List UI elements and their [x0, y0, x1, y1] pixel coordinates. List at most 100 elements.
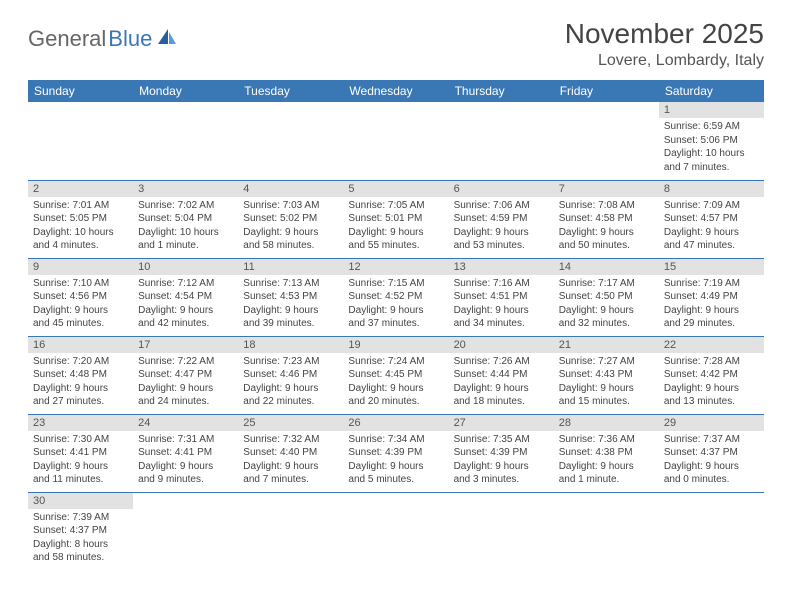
- day-data-line: and 39 minutes.: [243, 317, 338, 331]
- day-data-line: Sunset: 4:52 PM: [348, 290, 443, 304]
- day-data-line: Daylight: 9 hours: [138, 460, 233, 474]
- calendar-row: 2Sunrise: 7:01 AMSunset: 5:05 PMDaylight…: [28, 180, 764, 258]
- day-data-line: Sunset: 4:51 PM: [454, 290, 549, 304]
- day-number: 18: [238, 337, 343, 353]
- day-data: Sunrise: 7:09 AMSunset: 4:57 PMDaylight:…: [659, 197, 764, 257]
- day-data-line: and 0 minutes.: [664, 473, 759, 487]
- calendar-cell: 7Sunrise: 7:08 AMSunset: 4:58 PMDaylight…: [554, 180, 659, 258]
- day-data-line: and 37 minutes.: [348, 317, 443, 331]
- day-data: Sunrise: 7:30 AMSunset: 4:41 PMDaylight:…: [28, 431, 133, 491]
- calendar-cell: 23Sunrise: 7:30 AMSunset: 4:41 PMDayligh…: [28, 414, 133, 492]
- day-data-line: Sunset: 4:54 PM: [138, 290, 233, 304]
- calendar-cell: 15Sunrise: 7:19 AMSunset: 4:49 PMDayligh…: [659, 258, 764, 336]
- calendar-cell: 17Sunrise: 7:22 AMSunset: 4:47 PMDayligh…: [133, 336, 238, 414]
- day-data-line: Sunset: 5:05 PM: [33, 212, 128, 226]
- calendar-cell: 12Sunrise: 7:15 AMSunset: 4:52 PMDayligh…: [343, 258, 448, 336]
- day-data-line: Daylight: 9 hours: [33, 304, 128, 318]
- calendar-head: SundayMondayTuesdayWednesdayThursdayFrid…: [28, 80, 764, 102]
- day-data-line: Sunrise: 7:24 AM: [348, 355, 443, 369]
- day-data: Sunrise: 7:31 AMSunset: 4:41 PMDaylight:…: [133, 431, 238, 491]
- day-number: 19: [343, 337, 448, 353]
- calendar-cell: [343, 102, 448, 180]
- day-data-line: Sunrise: 7:22 AM: [138, 355, 233, 369]
- day-number: 29: [659, 415, 764, 431]
- location: Lovere, Lombardy, Italy: [565, 52, 764, 70]
- day-data: Sunrise: 7:22 AMSunset: 4:47 PMDaylight:…: [133, 353, 238, 413]
- logo-text-2: Blue: [108, 26, 152, 52]
- day-number: 2: [28, 181, 133, 197]
- day-data-line: and 53 minutes.: [454, 239, 549, 253]
- weekday-header: Friday: [554, 80, 659, 102]
- calendar-cell: 19Sunrise: 7:24 AMSunset: 4:45 PMDayligh…: [343, 336, 448, 414]
- day-data-line: Sunset: 4:39 PM: [348, 446, 443, 460]
- day-data: Sunrise: 7:28 AMSunset: 4:42 PMDaylight:…: [659, 353, 764, 413]
- day-data-line: Daylight: 8 hours: [33, 538, 128, 552]
- day-data-line: and 22 minutes.: [243, 395, 338, 409]
- weekday-header: Saturday: [659, 80, 764, 102]
- day-number: 14: [554, 259, 659, 275]
- day-data-line: Sunrise: 7:31 AM: [138, 433, 233, 447]
- calendar-cell: 21Sunrise: 7:27 AMSunset: 4:43 PMDayligh…: [554, 336, 659, 414]
- calendar-cell: 6Sunrise: 7:06 AMSunset: 4:59 PMDaylight…: [449, 180, 554, 258]
- day-data-line: Sunrise: 7:37 AM: [664, 433, 759, 447]
- day-number: 26: [343, 415, 448, 431]
- day-data-line: and 18 minutes.: [454, 395, 549, 409]
- calendar-cell: 2Sunrise: 7:01 AMSunset: 5:05 PMDaylight…: [28, 180, 133, 258]
- day-number: 20: [449, 337, 554, 353]
- month-title: November 2025: [565, 18, 764, 50]
- day-data: Sunrise: 7:03 AMSunset: 5:02 PMDaylight:…: [238, 197, 343, 257]
- day-data-line: Sunset: 4:40 PM: [243, 446, 338, 460]
- day-number: 10: [133, 259, 238, 275]
- calendar-cell: 29Sunrise: 7:37 AMSunset: 4:37 PMDayligh…: [659, 414, 764, 492]
- day-data-line: Sunset: 4:50 PM: [559, 290, 654, 304]
- day-data-line: and 34 minutes.: [454, 317, 549, 331]
- day-data-line: Daylight: 9 hours: [348, 382, 443, 396]
- logo-sail-icon: [156, 28, 178, 46]
- day-data-line: and 27 minutes.: [33, 395, 128, 409]
- day-data-line: Sunrise: 7:10 AM: [33, 277, 128, 291]
- day-data-line: Daylight: 9 hours: [664, 226, 759, 240]
- day-number: 1: [659, 102, 764, 118]
- day-data-line: Sunset: 4:56 PM: [33, 290, 128, 304]
- calendar-cell: [659, 492, 764, 570]
- day-data-line: Sunrise: 7:05 AM: [348, 199, 443, 213]
- day-data-line: and 13 minutes.: [664, 395, 759, 409]
- day-number: 9: [28, 259, 133, 275]
- day-data-line: Sunset: 4:39 PM: [454, 446, 549, 460]
- day-data-line: Sunrise: 7:09 AM: [664, 199, 759, 213]
- day-number: 16: [28, 337, 133, 353]
- day-data-line: Sunset: 4:38 PM: [559, 446, 654, 460]
- day-data: Sunrise: 6:59 AMSunset: 5:06 PMDaylight:…: [659, 118, 764, 178]
- day-data-line: and 7 minutes.: [243, 473, 338, 487]
- day-data-line: Daylight: 9 hours: [138, 382, 233, 396]
- day-data-line: Daylight: 9 hours: [664, 382, 759, 396]
- day-data-line: Daylight: 9 hours: [559, 460, 654, 474]
- day-data-line: Sunrise: 7:34 AM: [348, 433, 443, 447]
- day-data-line: Daylight: 9 hours: [243, 226, 338, 240]
- day-number: 27: [449, 415, 554, 431]
- day-data-line: Sunset: 4:49 PM: [664, 290, 759, 304]
- calendar-cell: 3Sunrise: 7:02 AMSunset: 5:04 PMDaylight…: [133, 180, 238, 258]
- day-data-line: and 45 minutes.: [33, 317, 128, 331]
- calendar-row: 30Sunrise: 7:39 AMSunset: 4:37 PMDayligh…: [28, 492, 764, 570]
- day-data-line: and 7 minutes.: [664, 161, 759, 175]
- calendar-cell: [28, 102, 133, 180]
- day-number: 28: [554, 415, 659, 431]
- calendar-cell: 13Sunrise: 7:16 AMSunset: 4:51 PMDayligh…: [449, 258, 554, 336]
- day-data: Sunrise: 7:08 AMSunset: 4:58 PMDaylight:…: [554, 197, 659, 257]
- day-number: 23: [28, 415, 133, 431]
- day-data-line: Sunrise: 7:12 AM: [138, 277, 233, 291]
- day-data-line: Sunset: 4:48 PM: [33, 368, 128, 382]
- day-data-line: Sunrise: 7:02 AM: [138, 199, 233, 213]
- calendar-row: 16Sunrise: 7:20 AMSunset: 4:48 PMDayligh…: [28, 336, 764, 414]
- day-data-line: Sunset: 4:43 PM: [559, 368, 654, 382]
- day-data-line: Daylight: 9 hours: [138, 304, 233, 318]
- day-data: Sunrise: 7:06 AMSunset: 4:59 PMDaylight:…: [449, 197, 554, 257]
- title-block: November 2025 Lovere, Lombardy, Italy: [565, 18, 764, 70]
- day-number: 15: [659, 259, 764, 275]
- day-data: Sunrise: 7:19 AMSunset: 4:49 PMDaylight:…: [659, 275, 764, 335]
- day-data-line: and 4 minutes.: [33, 239, 128, 253]
- day-data-line: and 20 minutes.: [348, 395, 443, 409]
- day-number: 17: [133, 337, 238, 353]
- calendar-row: 9Sunrise: 7:10 AMSunset: 4:56 PMDaylight…: [28, 258, 764, 336]
